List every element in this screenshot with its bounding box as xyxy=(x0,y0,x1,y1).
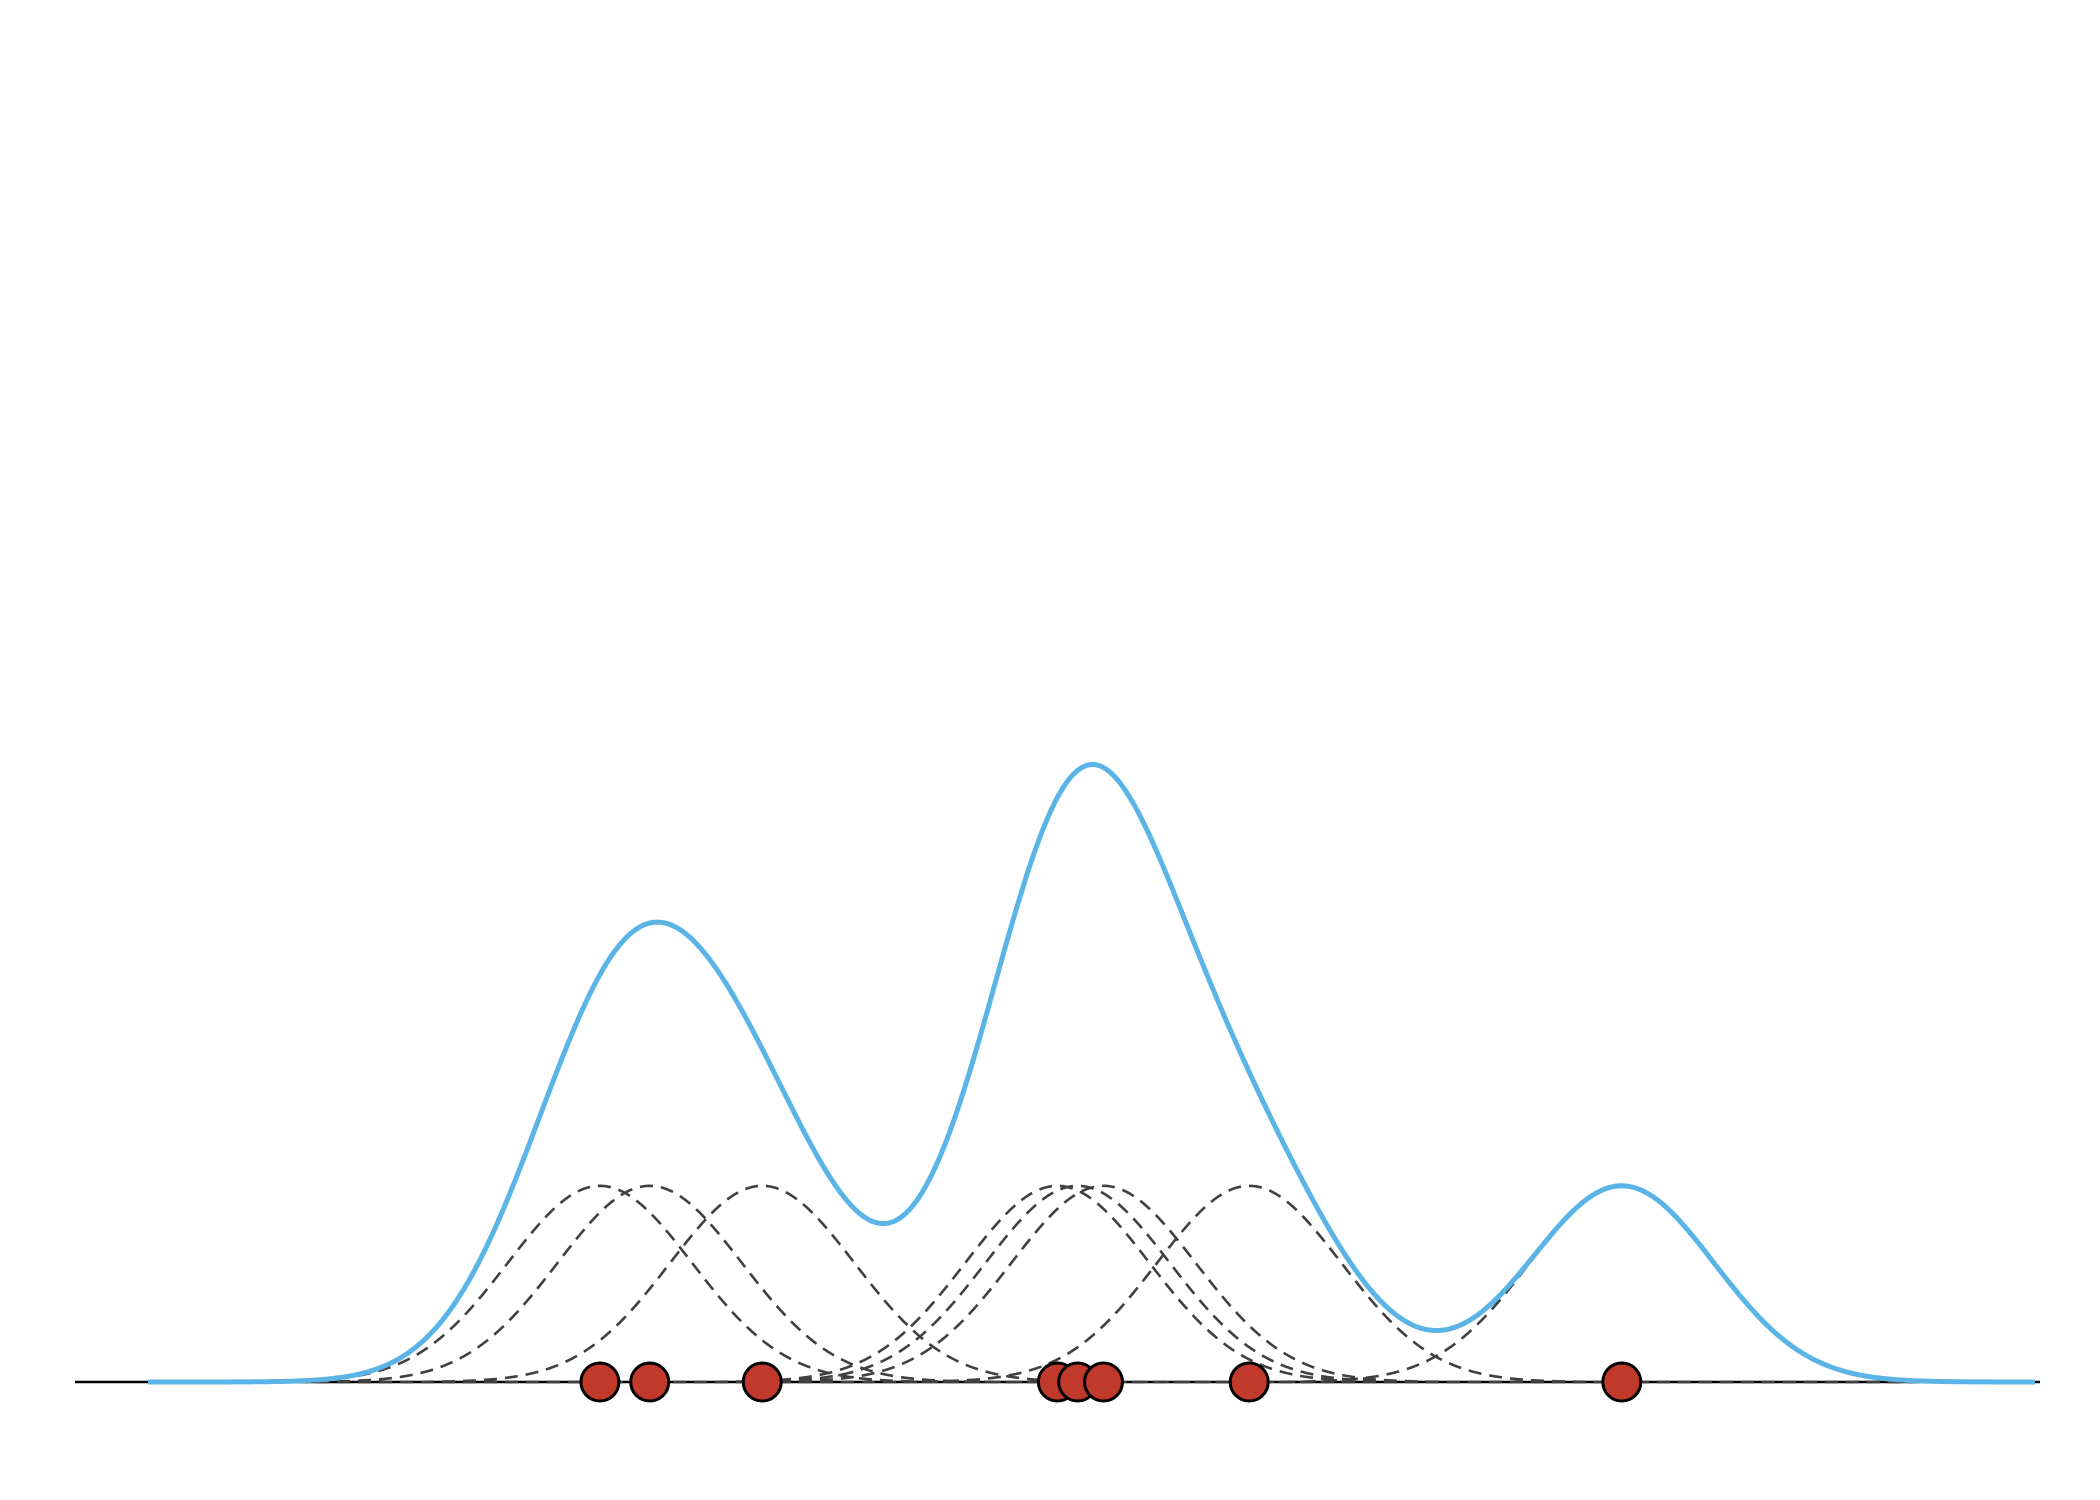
kernel-curves xyxy=(148,1184,2035,1384)
kernel-curve-5 xyxy=(148,1184,2035,1384)
data-point-0 xyxy=(579,1361,621,1403)
kde-density-curve xyxy=(148,761,2035,1385)
data-point-5 xyxy=(1082,1361,1124,1403)
kernel-curve-2 xyxy=(148,1184,2035,1384)
kernel-curve-3 xyxy=(148,1184,2035,1384)
data-point-1 xyxy=(629,1361,671,1403)
kernel-curve-1 xyxy=(148,1184,2035,1384)
kernel-curve-7 xyxy=(148,1184,2035,1384)
data-points xyxy=(579,1361,1643,1403)
kernel-curve-6 xyxy=(148,1184,2035,1384)
data-point-2 xyxy=(741,1361,783,1403)
kernel-curve-4 xyxy=(148,1184,2035,1384)
data-point-6 xyxy=(1228,1361,1270,1403)
data-point-7 xyxy=(1601,1361,1643,1403)
kernel-curve-0 xyxy=(148,1184,2035,1384)
